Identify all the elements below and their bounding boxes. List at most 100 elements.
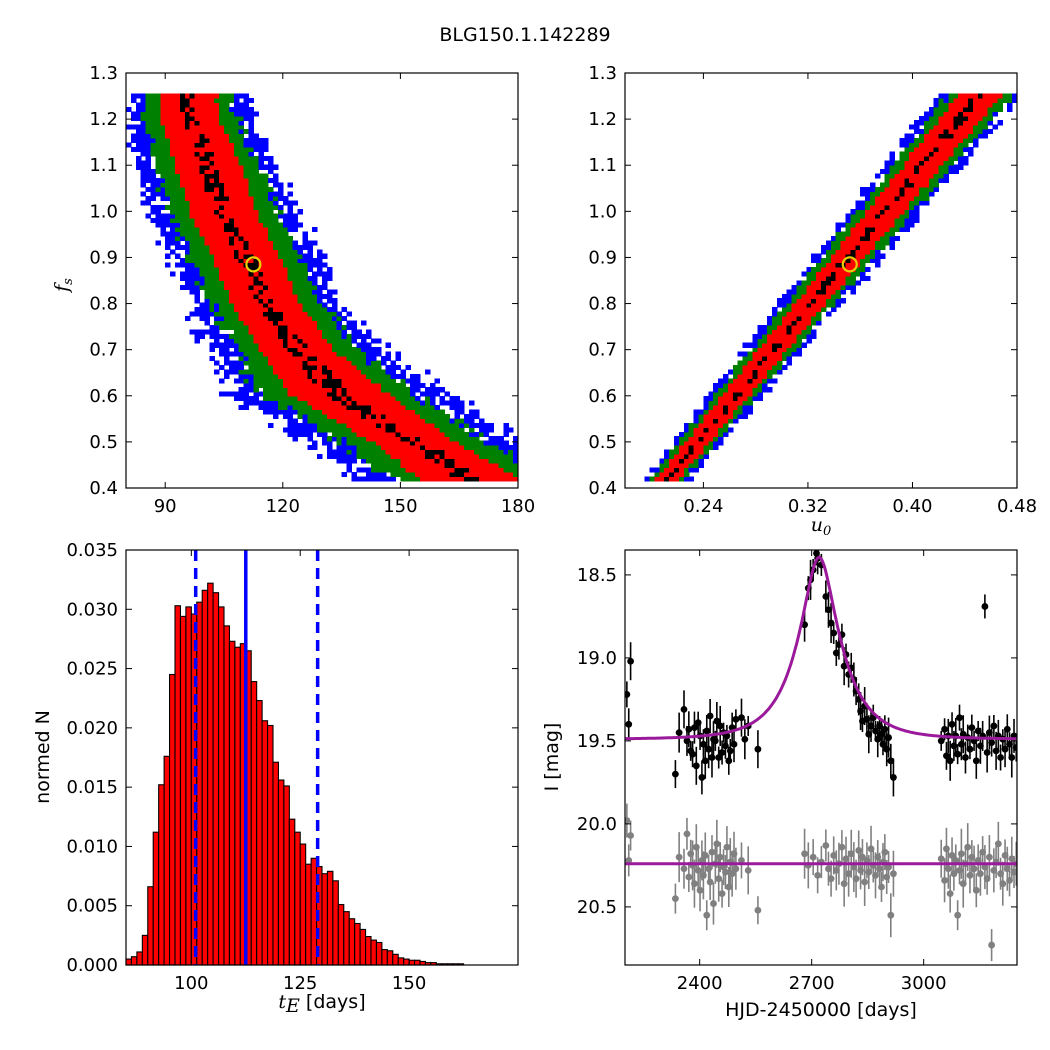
heatmap-cell (287, 391, 294, 397)
heatmap-cell (371, 347, 377, 353)
heatmap-cell (209, 307, 215, 313)
heatmap-cell (224, 360, 230, 366)
heatmap-cell (317, 409, 323, 415)
heatmap-cell (297, 396, 303, 402)
heatmap-cell (366, 418, 372, 424)
heatmap-cell (317, 249, 323, 255)
heatmap-cell (953, 169, 959, 175)
heatmap-cell (982, 97, 989, 104)
heatmap-cell (375, 431, 382, 437)
heatmap-cell (933, 111, 940, 117)
heatmap-cell (268, 191, 274, 197)
heatmap-cell (840, 249, 847, 255)
heatmap-cell (860, 249, 866, 255)
heatmap-cell (923, 142, 930, 148)
heatmap-cell (366, 351, 372, 357)
heatmap-cell (410, 462, 416, 468)
heatmap-cell (336, 387, 343, 393)
heatmap-cell (385, 462, 392, 468)
heatmap-cell (400, 409, 406, 415)
heatmap-cell (850, 258, 856, 264)
heatmap-cell (845, 271, 851, 277)
heatmap-cell (214, 164, 220, 170)
heatmap-cell (747, 360, 753, 366)
y-tick-label: 19.0 (577, 648, 617, 669)
heatmap-cell (175, 106, 181, 112)
heatmap-cell (439, 409, 446, 415)
heatmap-cell (884, 186, 891, 193)
heatmap-cell (400, 396, 406, 402)
heatmap-cell (478, 445, 485, 451)
heatmap-cell (874, 186, 881, 193)
heatmap-cell (135, 111, 142, 117)
heatmap-cell (752, 373, 758, 379)
heatmap-cell (209, 262, 215, 268)
heatmap-cell (860, 240, 866, 246)
heatmap-cell (366, 342, 372, 348)
heatmap-cell (938, 111, 945, 117)
heatmap-cell (444, 471, 450, 477)
heatmap-cell (175, 142, 181, 148)
heatmap-cell (390, 422, 397, 428)
heatmap-cell (297, 311, 303, 317)
heatmap-cell (732, 409, 739, 415)
heatmap-cell (400, 471, 406, 477)
heatmap-cell (747, 409, 753, 415)
black-data-point (741, 735, 749, 743)
heatmap-cell (189, 195, 196, 201)
heatmap-cell (488, 449, 495, 455)
heatmap-cell (899, 164, 905, 170)
heatmap-cell (948, 142, 954, 148)
heatmap-cell (346, 405, 352, 411)
heatmap-cell (366, 373, 372, 379)
heatmap-cell (287, 324, 294, 330)
heatmap-cell (806, 284, 812, 290)
heatmap-cell (371, 364, 377, 371)
heatmap-cell (958, 160, 964, 166)
heatmap-cell (292, 258, 299, 264)
heatmap-cell (175, 138, 181, 144)
heatmap-cell (904, 178, 910, 184)
heatmap-cell (248, 240, 254, 246)
heatmap-cell (380, 431, 387, 437)
heatmap-cell (150, 209, 156, 215)
heatmap-cell (366, 333, 372, 339)
heatmap-cell (297, 400, 303, 406)
heatmap-cell (850, 218, 856, 224)
heatmap-cell (742, 382, 749, 388)
y-tick-label: 0.6 (588, 386, 617, 407)
gray-data-point (827, 875, 835, 883)
heatmap-cell (160, 178, 166, 184)
heatmap-cell (874, 231, 881, 237)
heatmap-cell (688, 476, 695, 482)
heatmap-cell (424, 409, 431, 415)
heatmap-cell (194, 129, 201, 135)
heatmap-cell (948, 155, 954, 161)
heatmap-cell (322, 418, 328, 424)
heatmap-cell (224, 280, 230, 286)
heatmap-cell (923, 138, 930, 144)
heatmap-cell (317, 360, 323, 366)
heatmap-cell (899, 218, 905, 224)
heatmap-cell (282, 391, 289, 397)
heatmap-cell (312, 351, 318, 357)
heatmap-cell (194, 293, 201, 299)
heatmap-cell (248, 311, 254, 317)
heatmap-cell (317, 431, 323, 437)
heatmap-cell (410, 476, 416, 482)
heatmap-cell (224, 307, 230, 313)
heatmap-cell (390, 364, 397, 371)
heatmap-cell (273, 253, 279, 259)
heatmap-cell (855, 231, 861, 237)
heatmap-cell (698, 449, 704, 455)
heatmap-cell (346, 413, 352, 419)
heatmap-cell (737, 413, 744, 419)
heatmap-cell (786, 329, 793, 335)
gray-data-point (840, 880, 848, 888)
heatmap-cell (263, 231, 269, 237)
heatmap-cell (503, 440, 509, 446)
heatmap-cell (160, 155, 166, 161)
heatmap-cell (331, 422, 338, 428)
heatmap-cell (302, 347, 308, 353)
heatmap-cell (410, 387, 416, 393)
